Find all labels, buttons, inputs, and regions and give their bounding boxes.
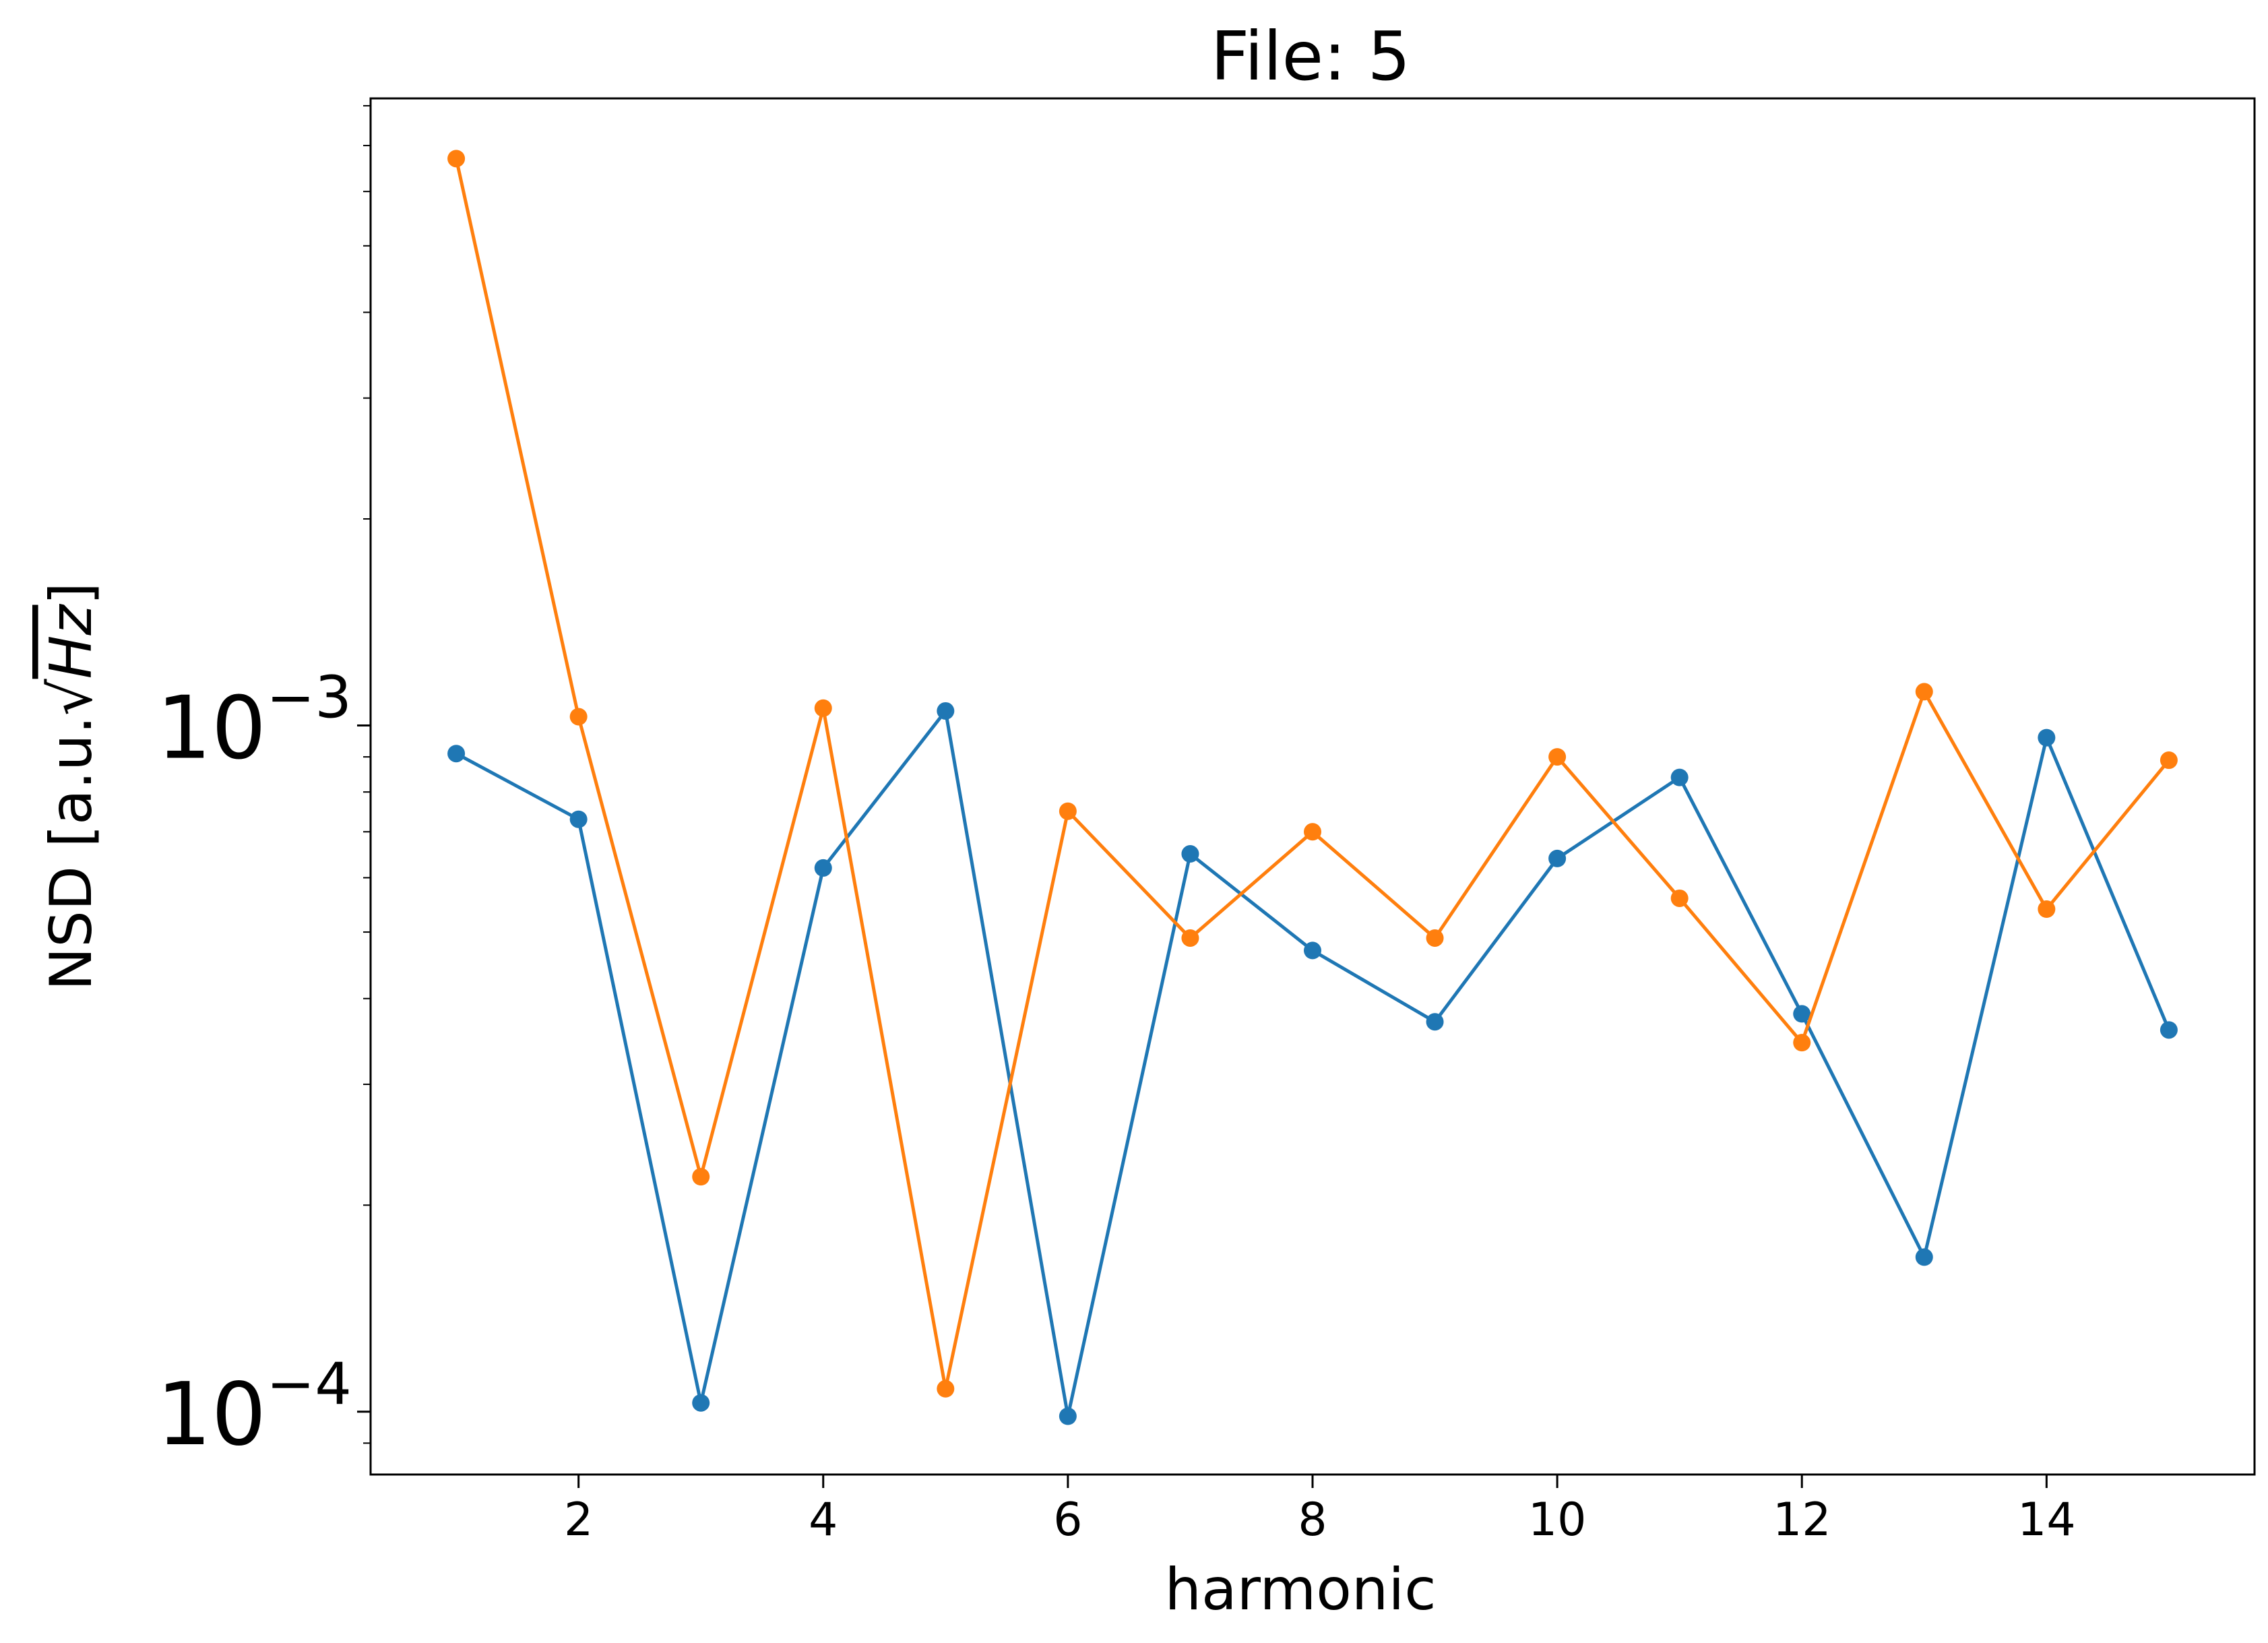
x-tick-label-2: 6 xyxy=(1053,1493,1082,1547)
series-1-point-11 xyxy=(1793,1034,1811,1052)
series-1-point-8 xyxy=(1426,929,1444,947)
series-0-point-14 xyxy=(2160,1021,2178,1039)
series-0-point-4 xyxy=(937,702,955,720)
plot-area xyxy=(369,97,2256,1476)
x-tick-label-1: 4 xyxy=(809,1493,838,1547)
y-axis-ticks: 10−4 10−3 xyxy=(156,664,371,1465)
y-tick-label-1: 10−3 xyxy=(156,664,352,779)
series-1-point-0 xyxy=(447,150,466,168)
x-tick-label-0: 2 xyxy=(564,1493,593,1547)
y-axis-label: NSD [a.u.√Hz] xyxy=(38,582,105,991)
x-tick-label-4: 10 xyxy=(1528,1493,1587,1547)
series-0-point-10 xyxy=(1670,768,1689,786)
series-layer xyxy=(447,150,2178,1425)
x-tick-label-6: 14 xyxy=(2017,1493,2076,1547)
chart-title: File: 5 xyxy=(1211,17,1410,96)
series-1-point-13 xyxy=(2038,900,2056,919)
x-axis-ticks: 2 4 6 8 10 12 14 xyxy=(564,1475,2076,1547)
series-1-point-14 xyxy=(2160,751,2178,770)
series-1-point-10 xyxy=(1670,889,1689,907)
series-0 xyxy=(447,702,2178,1425)
y-axis-label-radicand: Hz xyxy=(38,604,105,679)
series-0-point-6 xyxy=(1181,845,1199,863)
series-1-point-9 xyxy=(1548,748,1567,766)
series-1-line xyxy=(454,158,2170,1391)
series-0-point-3 xyxy=(814,859,832,877)
y-axis-label-root: √ xyxy=(38,679,105,716)
series-0-point-5 xyxy=(1059,1407,1077,1425)
series-0-point-0 xyxy=(447,745,466,763)
series-1 xyxy=(447,150,2178,1398)
series-1-point-2 xyxy=(692,1168,710,1186)
series-1-point-4 xyxy=(937,1380,955,1398)
series-0-point-9 xyxy=(1548,849,1567,867)
series-1-point-6 xyxy=(1181,929,1199,947)
series-1-point-5 xyxy=(1059,802,1077,820)
series-0-point-8 xyxy=(1426,1013,1444,1031)
y-tick-label-0: 10−4 xyxy=(156,1351,352,1465)
series-0-point-1 xyxy=(569,810,588,828)
series-0-point-12 xyxy=(1915,1248,1933,1266)
series-0-point-13 xyxy=(2038,728,2056,747)
y-axis-label-suffix: ] xyxy=(38,582,105,605)
series-1-point-7 xyxy=(1304,823,1321,841)
x-axis-label: harmonic xyxy=(1164,1556,1436,1623)
y-axis-label-prefix: NSD [a.u. xyxy=(38,716,105,991)
y-axis-minor-ticks xyxy=(363,104,371,1444)
x-tick-label-5: 12 xyxy=(1773,1493,1831,1547)
series-0-line xyxy=(455,709,2171,1418)
series-0-point-11 xyxy=(1793,1005,1811,1023)
series-0-point-2 xyxy=(692,1394,710,1412)
svg-text:NSD [a.u.√Hz]: NSD [a.u.√Hz] xyxy=(38,582,105,991)
series-1-point-3 xyxy=(814,699,832,717)
series-0-point-7 xyxy=(1304,941,1321,960)
series-1-point-12 xyxy=(1915,683,1933,701)
x-tick-label-3: 8 xyxy=(1298,1493,1327,1547)
series-1-point-1 xyxy=(569,708,588,726)
